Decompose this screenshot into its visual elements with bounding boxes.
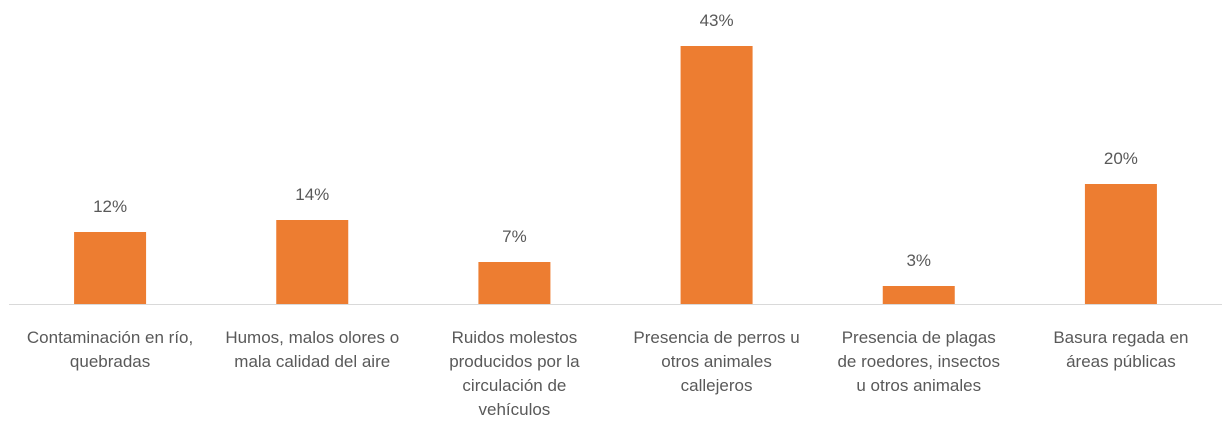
x-tick-label: Presencia de perros u otros animales cal…: [633, 328, 800, 395]
value-label: 20%: [1104, 149, 1138, 168]
bar: [74, 232, 147, 304]
x-tick-label: Basura regada en áreas públicas: [1053, 328, 1189, 371]
bar: [680, 46, 753, 304]
x-tick-label: Presencia de plagas de roedores, insecto…: [837, 328, 1001, 395]
x-tick-label: Ruidos molestos producidos por la circul…: [449, 328, 580, 419]
bar: [478, 262, 551, 304]
bar: [882, 286, 955, 304]
value-label: 43%: [700, 11, 734, 30]
value-label: 12%: [93, 197, 127, 216]
bar: [1084, 184, 1157, 304]
bar: [276, 220, 349, 304]
value-label: 3%: [906, 251, 931, 270]
x-tick-label: Contaminación en río, quebradas: [26, 328, 194, 371]
value-label: 14%: [295, 185, 329, 204]
x-tick-label: Humos, malos olores o mala calidad del a…: [225, 328, 400, 371]
value-label: 7%: [502, 227, 527, 246]
